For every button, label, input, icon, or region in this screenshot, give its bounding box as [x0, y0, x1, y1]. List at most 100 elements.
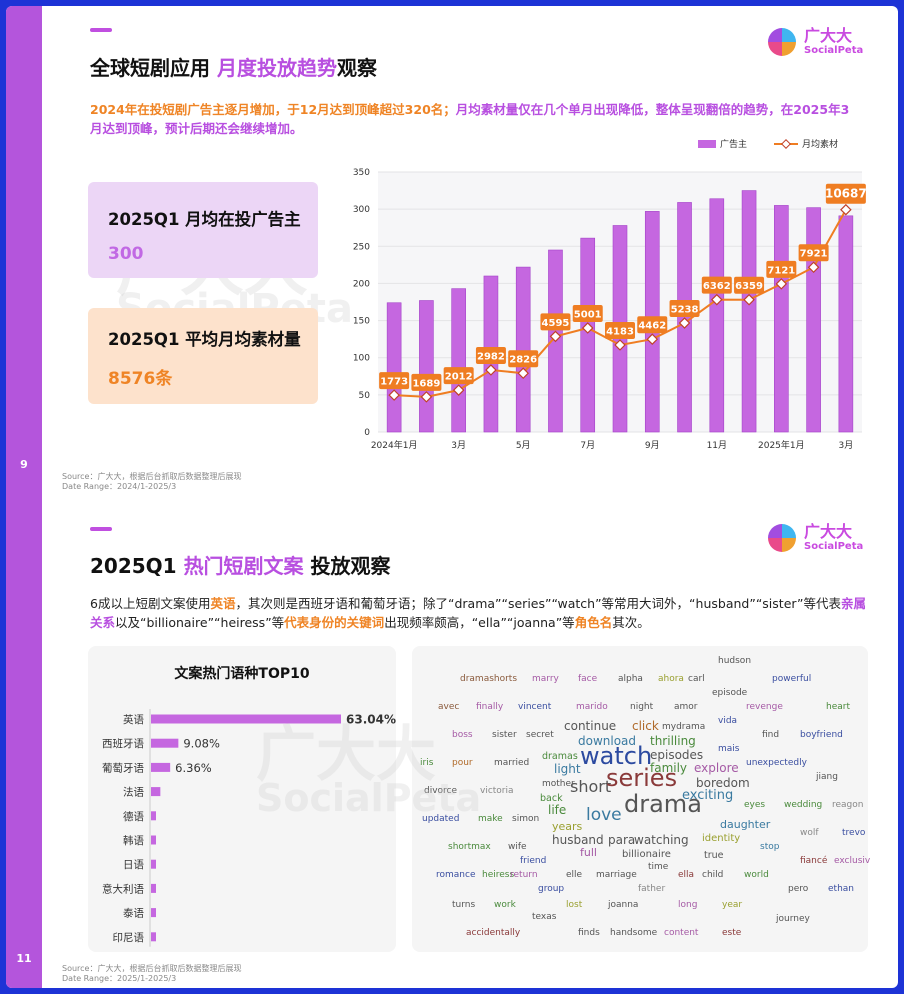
- data-label-box: [734, 276, 765, 294]
- line-point: [840, 203, 852, 216]
- word-cloud-word: wedding: [784, 800, 823, 810]
- title-accent: [90, 527, 112, 531]
- x-tick-label: 5月: [516, 440, 531, 451]
- data-label: 5238: [671, 305, 699, 316]
- line-point: [743, 293, 755, 306]
- bar: [451, 288, 466, 433]
- word-cloud-word: daughter: [720, 818, 771, 831]
- data-label: 7121: [767, 265, 795, 276]
- data-label-box: [825, 183, 866, 204]
- logo-en: SocialPeta: [804, 541, 864, 552]
- word-cloud-word: vida: [718, 716, 738, 726]
- word-cloud-word: identity: [702, 833, 741, 844]
- x-tick-label: 3月: [451, 440, 466, 451]
- word-cloud-word: mother: [542, 779, 575, 789]
- data-label: 4183: [606, 326, 634, 337]
- word-cloud-word: simon: [512, 814, 540, 824]
- word-cloud-word: vincent: [518, 702, 552, 712]
- data-label: 6359: [735, 281, 763, 292]
- data-label-box: [605, 321, 635, 339]
- logo-en: SocialPeta: [804, 45, 864, 56]
- word-cloud-word: true: [704, 849, 724, 861]
- word-cloud-word: este: [722, 928, 742, 938]
- word-cloud-word: episode: [712, 688, 748, 698]
- word-cloud-word: watch: [580, 742, 653, 770]
- word-cloud-word: accidentally: [466, 928, 521, 938]
- language-bar-chart: 文案热门语种TOP10 英语 63.04% 西班牙语 9.08% 葡萄牙语 6.36% 法语德…: [102, 665, 396, 947]
- data-label: 5001: [574, 309, 602, 320]
- data-label: 1773: [380, 377, 408, 388]
- word-cloud-word: elle: [566, 870, 583, 880]
- word-cloud-word: wolf: [800, 828, 819, 838]
- word-cloud-word: amor: [674, 702, 698, 712]
- word-cloud-word: handsome: [610, 928, 658, 938]
- word-cloud-word: texas: [532, 912, 557, 922]
- logo-mark-icon: [768, 524, 796, 552]
- category-label: 韩语: [123, 834, 144, 847]
- data-label-box: [443, 367, 474, 385]
- title-accent: [90, 28, 112, 32]
- word-cloud-word: shortmax: [448, 842, 491, 852]
- line-point: [614, 339, 626, 351]
- word-cloud-word: marido: [576, 702, 608, 712]
- bar: [151, 908, 156, 918]
- intro-part: 其次。: [612, 615, 650, 630]
- bar: [151, 738, 179, 748]
- x-tick-label: 9月: [645, 440, 660, 451]
- intro-part: 6成以上短剧文案使用: [90, 596, 211, 611]
- line-point: [646, 333, 659, 345]
- data-label-box: [637, 316, 668, 334]
- date-range-line: Date Range：2025/1-2025/3: [62, 974, 177, 983]
- word-cloud-word: watching: [634, 833, 689, 847]
- source-line: Source：广大大，根据后台抓取后数据整理后展现: [62, 472, 242, 481]
- line-point: [388, 389, 400, 401]
- word-cloud-word: para: [608, 833, 636, 847]
- word-cloud-word: short: [570, 777, 612, 796]
- data-label: 63.04%: [346, 713, 396, 727]
- chart-title: 文案热门语种TOP10: [174, 665, 309, 682]
- word-cloud-word: romance: [436, 870, 476, 880]
- word-cloud-word: continue: [564, 719, 617, 733]
- y-tick-label: 250: [353, 242, 370, 252]
- y-tick-label: 200: [353, 279, 370, 289]
- bar: [580, 237, 596, 433]
- word-cloud-word: exciting: [682, 788, 734, 803]
- line-point: [549, 330, 562, 343]
- kpi-label: 2025Q1 月均在投广告主: [108, 210, 301, 229]
- word-cloud-word: ahora: [658, 674, 684, 684]
- line-point: [711, 293, 723, 306]
- word-cloud-word: exclusiv: [834, 856, 871, 866]
- intro-part: 月均素材量仅在几个单月出现降低，整体呈现翻倍的趋势，在2025年3月达到顶峰，预…: [90, 102, 850, 136]
- data-label-box: [540, 313, 571, 331]
- word-cloud-word: sister: [492, 730, 517, 740]
- word-cloud-word: life: [548, 803, 567, 817]
- data-label-box: [572, 304, 603, 322]
- data-label: 1689: [412, 378, 440, 389]
- word-cloud-word: years: [552, 820, 583, 833]
- word-cloud-word: wife: [508, 842, 527, 852]
- legend-label: 月均素材: [802, 138, 838, 150]
- data-label-box: [379, 372, 410, 390]
- word-cloud-word: pero: [788, 884, 809, 894]
- data-label: 4595: [542, 318, 570, 329]
- logo-cn: 广大大: [804, 26, 853, 45]
- logo-cn: 广大大: [804, 522, 853, 541]
- kpi-value: 300: [108, 244, 144, 264]
- word-cloud-word: find: [762, 730, 780, 740]
- bar: [806, 207, 821, 433]
- y-tick-label: 150: [353, 317, 370, 327]
- data-label-box: [766, 260, 797, 278]
- data-label: 4462: [638, 321, 666, 332]
- bar: [741, 190, 757, 433]
- page-title-1: 全球短剧应用 月度投放趋势观察: [90, 52, 377, 81]
- line-point: [452, 384, 465, 396]
- word-cloud-word: time: [648, 862, 669, 872]
- word-cloud-word: reagon: [832, 800, 864, 810]
- bar: [151, 883, 156, 893]
- word-cloud-word: revenge: [746, 702, 783, 712]
- brand-logo: 广大大 SocialPeta: [766, 26, 863, 58]
- word-cloud-word: night: [630, 702, 654, 712]
- side-stripe: [6, 6, 42, 988]
- category-label: 法语: [123, 786, 144, 799]
- line-point: [517, 367, 529, 380]
